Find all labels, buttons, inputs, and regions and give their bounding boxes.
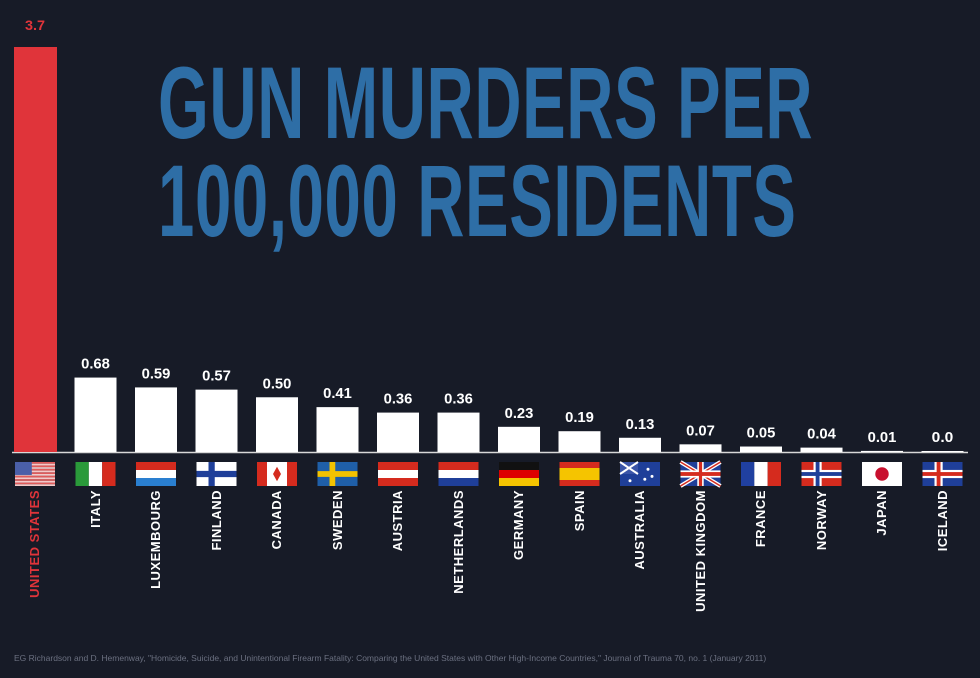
category-label: SPAIN: [571, 490, 587, 532]
value-label: 0.68: [81, 356, 110, 373]
bar-spain: [558, 431, 601, 452]
chart-title-line2: 100,000 RESIDENTS: [158, 144, 797, 258]
value-label: 0.50: [263, 375, 292, 392]
flag-it-icon: [75, 462, 116, 486]
category-label: NETHERLANDS: [450, 490, 466, 594]
category-label: NORWAY: [813, 490, 829, 551]
bar-australia: [619, 437, 661, 452]
bar-japan: [861, 450, 903, 452]
category-label: LUXEMBOURG: [148, 490, 163, 589]
category-label: JAPAN: [874, 490, 889, 536]
flag-fi-icon: [196, 462, 237, 486]
value-label: 0.13: [626, 416, 655, 433]
value-label: 0.41: [323, 385, 352, 402]
bar-italy: [74, 377, 117, 452]
category-label: AUSTRIA: [390, 490, 405, 552]
category-label: CANADA: [269, 490, 284, 550]
flag-es-icon: [559, 462, 600, 486]
flag-nl-icon: [438, 462, 479, 486]
category-label: UNITED KINGDOM: [692, 490, 708, 612]
bar-netherlands: [437, 412, 480, 452]
category-label: UNITED STATES: [27, 490, 42, 598]
bar-iceland: [921, 451, 964, 452]
value-label: 0.57: [202, 368, 231, 385]
chart-title-line1: GUN MURDERS PER: [158, 46, 814, 160]
category-label: ICELAND: [934, 490, 950, 552]
flag-gb-icon: [679, 460, 722, 488]
bar-france: [740, 446, 782, 452]
flag-au-icon: [619, 461, 660, 486]
bar-norway: [800, 447, 843, 452]
value-label: 3.7: [25, 17, 45, 33]
flag-is-icon: [922, 462, 963, 486]
flag-jp-icon: [862, 462, 902, 486]
flag-no-icon: [801, 462, 842, 486]
bar-united-states: [14, 47, 57, 452]
value-label: 0.0: [932, 429, 954, 446]
flag-lu-icon: [136, 462, 176, 486]
flag-at-icon: [378, 462, 418, 486]
value-label: 0.36: [444, 391, 473, 408]
category-label: FINLAND: [208, 490, 224, 551]
source-citation: EG Richardson and D. Hemenway, "Homicide…: [14, 653, 767, 663]
value-label: 0.01: [868, 429, 897, 446]
flag-us-icon: [15, 462, 55, 486]
bar-germany: [498, 426, 540, 452]
category-label: ITALY: [87, 490, 103, 528]
value-label: 0.07: [686, 422, 715, 439]
bar-austria: [377, 412, 419, 452]
flag-fr-icon: [741, 462, 781, 486]
bar-luxembourg: [135, 387, 177, 452]
bar-united-kingdom: [679, 444, 722, 452]
category-label: FRANCE: [753, 490, 768, 548]
category-label: AUSTRALIA: [632, 490, 647, 570]
value-label: 0.19: [565, 409, 594, 426]
bar-finland: [195, 389, 238, 452]
value-label: 0.04: [807, 426, 836, 443]
flag-se-icon: [317, 462, 358, 486]
value-label: 0.05: [747, 425, 776, 442]
flag-ca-icon: [257, 462, 297, 486]
flag-de-icon: [499, 462, 539, 486]
value-label: 0.59: [142, 365, 171, 382]
value-label: 0.36: [384, 391, 413, 408]
category-label: GERMANY: [511, 490, 526, 560]
bar-canada: [256, 397, 298, 452]
bar-sweden: [316, 407, 359, 452]
category-label: SWEDEN: [329, 490, 345, 551]
value-label: 0.23: [505, 405, 534, 422]
